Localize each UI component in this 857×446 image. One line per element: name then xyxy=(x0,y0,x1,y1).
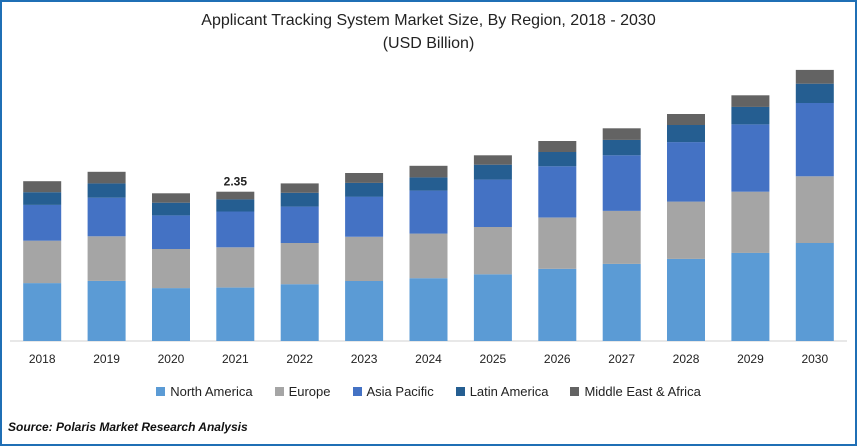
legend-label: Middle East & Africa xyxy=(584,384,701,399)
bar-segment xyxy=(280,183,319,193)
bar-segment xyxy=(87,236,126,281)
bar-segment xyxy=(602,263,641,341)
bar-segment xyxy=(667,258,705,341)
x-tick-label: 2021 xyxy=(222,352,249,366)
legend-item-latin-america: Latin America xyxy=(455,384,549,399)
bar-segment xyxy=(731,124,770,192)
legend-label: Latin America xyxy=(469,384,549,399)
bar-segment xyxy=(216,191,255,200)
bar-segment xyxy=(795,103,834,177)
bar-segment xyxy=(87,171,126,184)
bar-segment xyxy=(87,183,126,198)
legend-item-europe: Europe xyxy=(274,384,331,399)
bar-segment xyxy=(667,125,705,143)
chart-subtitle: (USD Billion) xyxy=(382,35,475,52)
bar-segment xyxy=(538,141,577,152)
bar-segment xyxy=(538,217,577,269)
legend-swatch xyxy=(570,387,580,396)
bar-segment xyxy=(280,192,319,207)
bar-segment xyxy=(409,233,448,279)
bar-segment xyxy=(87,280,126,341)
x-tick-label: 2029 xyxy=(737,352,764,366)
bar-segment xyxy=(473,274,512,341)
bar-segment xyxy=(667,201,705,259)
bar-segment xyxy=(152,202,190,216)
chart-legend: North America Europe Asia Pacific Latin … xyxy=(0,384,857,399)
bar-segment xyxy=(602,139,641,156)
legend-item-north-america: North America xyxy=(156,384,253,399)
bar-segment xyxy=(795,83,834,103)
bar-segment xyxy=(152,193,190,203)
x-tick-label: 2019 xyxy=(93,352,120,366)
bar-segment xyxy=(538,268,577,341)
bar-segment xyxy=(795,69,834,84)
bar-segment xyxy=(667,142,705,202)
bar-segment xyxy=(23,204,62,241)
source-note: Source: Polaris Market Research Analysis xyxy=(8,420,248,434)
bar-segment xyxy=(473,179,512,227)
bar-segment xyxy=(731,95,770,107)
bar-segment xyxy=(538,152,577,167)
legend-label: Europe xyxy=(288,384,331,399)
x-tick-label: 2020 xyxy=(158,352,185,366)
x-tick-label: 2024 xyxy=(415,352,442,366)
bar-segment xyxy=(345,173,384,183)
bar-segment xyxy=(87,197,126,237)
x-tick-label: 2027 xyxy=(608,352,635,366)
x-tick-label: 2018 xyxy=(29,352,56,366)
bar-segment xyxy=(345,280,384,341)
bar-segment xyxy=(216,287,255,341)
bar-segment xyxy=(538,166,577,218)
bar-segment xyxy=(280,242,319,285)
bar-segment xyxy=(23,240,62,284)
x-tick-label: 2026 xyxy=(544,352,571,366)
bar-segment xyxy=(409,190,448,234)
bar-segment xyxy=(345,196,384,237)
bar-segment xyxy=(473,155,512,165)
bar-segment xyxy=(345,236,384,281)
bar-segment xyxy=(152,249,190,289)
bar-segment xyxy=(152,215,190,249)
bar-segment xyxy=(731,252,770,341)
x-tick-label: 2025 xyxy=(480,352,507,366)
bar-segment xyxy=(795,242,834,341)
data-label: 2.35 xyxy=(224,175,248,189)
legend-swatch xyxy=(455,387,465,396)
chart-title: Applicant Tracking System Market Size, B… xyxy=(201,12,656,29)
bar-segment xyxy=(602,128,641,140)
bar-segment xyxy=(602,211,641,264)
x-tick-label: 2023 xyxy=(351,352,378,366)
bar-segment xyxy=(795,176,834,243)
bar-segment xyxy=(473,226,512,275)
legend-item-asia-pacific: Asia Pacific xyxy=(352,384,434,399)
bar-segment xyxy=(602,155,641,211)
bar-segment xyxy=(731,191,770,253)
bar-segment xyxy=(409,165,448,178)
bar-segment xyxy=(216,247,255,288)
bar-segment xyxy=(473,164,512,180)
bar-segment xyxy=(152,288,190,341)
legend-label: North America xyxy=(170,384,253,399)
bar-segment xyxy=(280,284,319,341)
bar-segment xyxy=(731,106,770,125)
bar-segment xyxy=(23,192,62,205)
bar-segment xyxy=(23,283,62,341)
bar-segment xyxy=(216,211,255,248)
legend-item-middle-east-africa: Middle East & Africa xyxy=(570,384,701,399)
legend-swatch xyxy=(156,387,166,396)
legend-swatch xyxy=(274,387,284,396)
legend-label: Asia Pacific xyxy=(366,384,434,399)
x-tick-label: 2030 xyxy=(801,352,828,366)
bar-segment xyxy=(409,177,448,191)
bar-segment xyxy=(667,114,705,125)
bar-segment xyxy=(345,182,384,197)
bar-segment xyxy=(216,199,255,212)
x-tick-label: 2028 xyxy=(673,352,700,366)
legend-swatch xyxy=(352,387,362,396)
x-tick-label: 2022 xyxy=(286,352,313,366)
bar-segment xyxy=(23,181,62,193)
bar-segment xyxy=(280,206,319,243)
bar-segment xyxy=(409,278,448,341)
